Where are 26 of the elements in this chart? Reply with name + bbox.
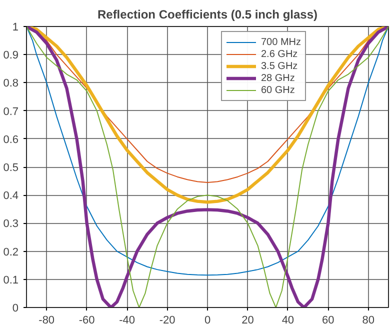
y-tick-label: 0.4 xyxy=(3,190,19,202)
x-tick-label: -60 xyxy=(78,314,95,326)
x-tick-label: -40 xyxy=(119,314,136,326)
chart-title: Reflection Coefficients (0.5 inch glass) xyxy=(97,8,318,22)
y-tick-label: 0 xyxy=(12,302,19,314)
x-tick-label: 60 xyxy=(322,314,334,326)
y-tick-label: 0.7 xyxy=(3,106,19,118)
legend-label: 28 GHz xyxy=(261,72,295,84)
y-tick-label: 0.8 xyxy=(3,78,19,90)
x-tick-label: -80 xyxy=(38,314,55,326)
legend-label: 60 GHz xyxy=(261,84,295,96)
x-tick-label: 0 xyxy=(204,314,211,326)
y-tick-label: 0.6 xyxy=(3,134,19,146)
x-tick-label: 40 xyxy=(282,314,294,326)
x-tick-label: -20 xyxy=(159,314,176,326)
legend-label: 3.5 GHz xyxy=(261,60,298,72)
y-tick-label: 0.2 xyxy=(3,246,19,258)
y-tick-label: 1 xyxy=(12,22,19,34)
y-tick-label: 0.5 xyxy=(3,162,19,174)
y-tick-label: 0.3 xyxy=(3,218,19,230)
x-tick-label: 80 xyxy=(362,314,375,326)
y-tick-label: 0.1 xyxy=(3,274,19,286)
y-tick-label: 0.9 xyxy=(3,50,19,62)
legend-label: 2.6 GHz xyxy=(261,48,298,60)
x-tick-label: 20 xyxy=(242,314,254,326)
legend-label: 700 MHz xyxy=(261,36,302,48)
